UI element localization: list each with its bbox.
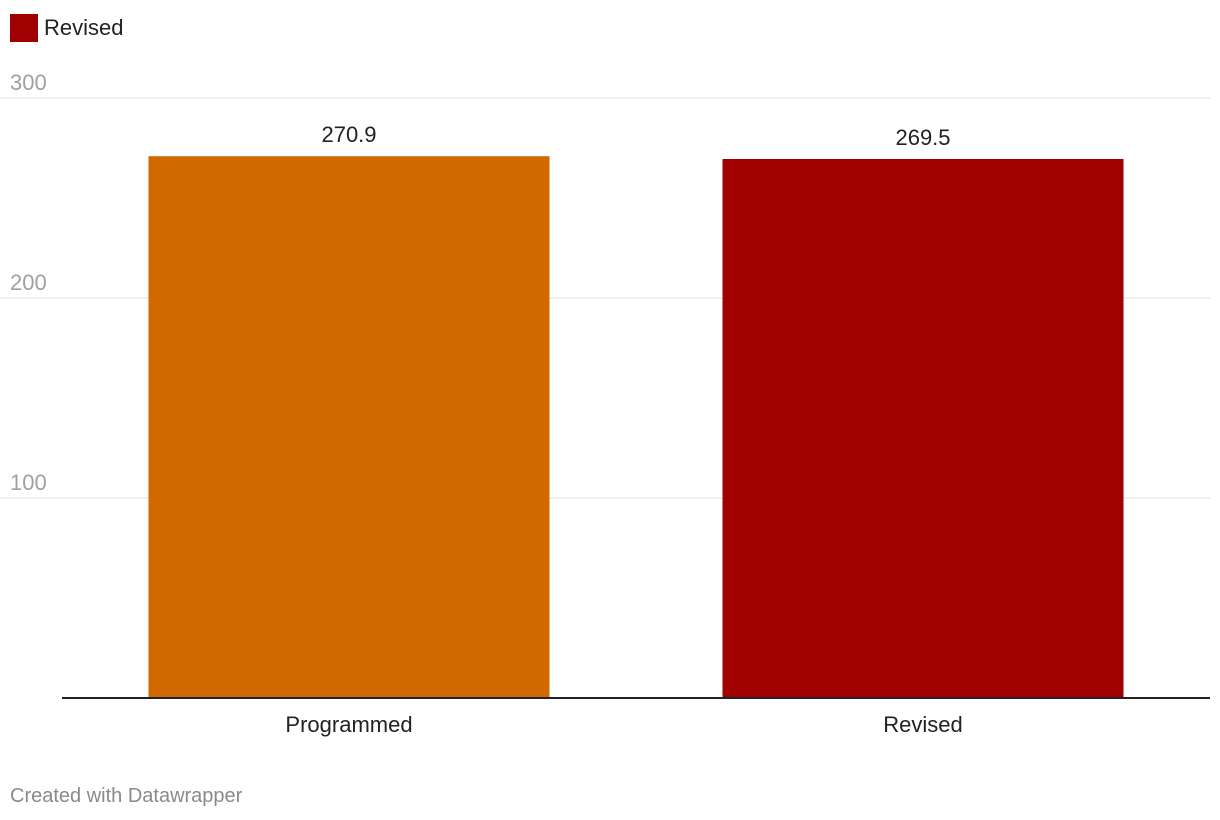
- legend-swatch-revised: [10, 14, 38, 42]
- credit-note: Created with Datawrapper: [10, 785, 243, 807]
- y-tick-label: 100: [10, 470, 47, 495]
- bar-value-label: 270.9: [321, 122, 376, 147]
- axes: Programmed Revised: [62, 697, 1210, 737]
- x-tick-label: Revised: [883, 712, 962, 737]
- y-tick-label: 300: [10, 70, 47, 95]
- bars: 270.9 269.5: [148, 122, 1124, 698]
- y-tick-label: 200: [10, 270, 47, 295]
- legend-label-revised: Revised: [44, 15, 124, 40]
- bar: [722, 159, 1124, 698]
- bar-value-label: 269.5: [895, 125, 950, 150]
- bar: [148, 156, 550, 698]
- legend: Revised: [10, 14, 123, 42]
- x-tick-label: Programmed: [285, 712, 412, 737]
